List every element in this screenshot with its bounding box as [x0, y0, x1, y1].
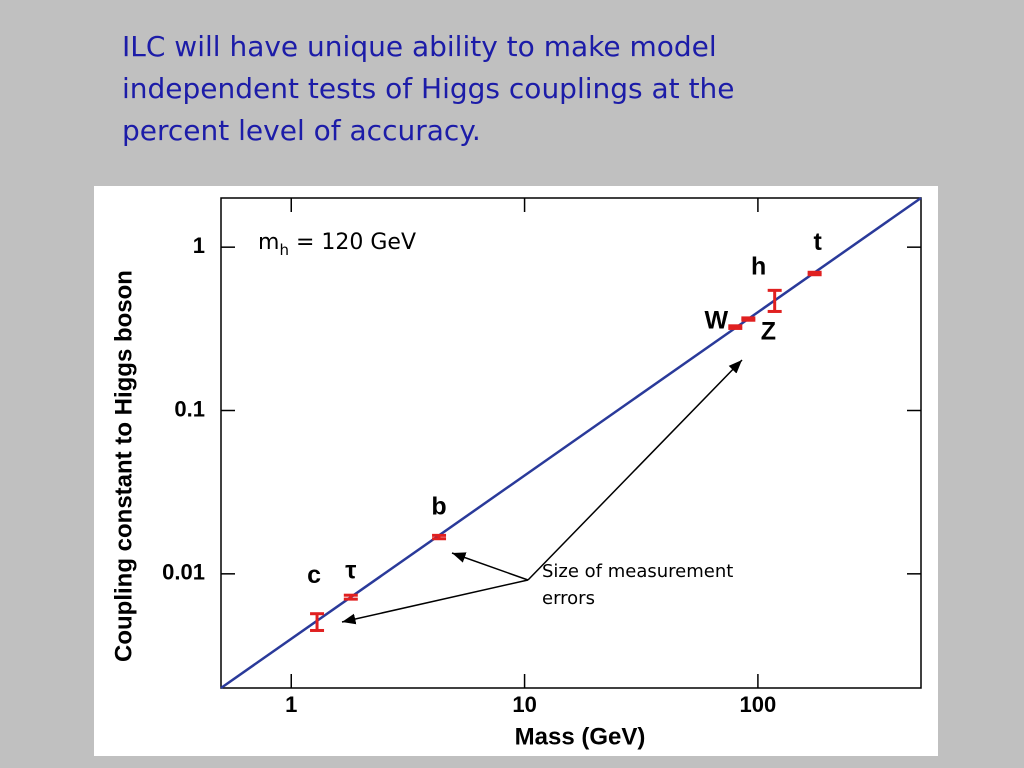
annotation-rest: = 120 GeV [289, 230, 416, 255]
error-bar [728, 324, 743, 330]
fit-line [220, 196, 922, 690]
note-arrow [341, 579, 529, 625]
annotation-subscript: h [279, 241, 289, 259]
point-label: τ [345, 557, 356, 585]
x-tick-label: 1 [285, 692, 297, 717]
point-label: t [813, 228, 822, 256]
title-line: ILC will have unique ability to make mod… [122, 30, 717, 63]
slide-title: ILC will have unique ability to make mod… [122, 26, 982, 152]
y-tick-label: 0.01 [162, 560, 205, 585]
annotation-main: m [258, 230, 279, 255]
chart-panel [94, 186, 938, 756]
y-tick-label: 0.1 [174, 396, 205, 421]
x-tick-label: 100 [740, 692, 777, 717]
point-label: c [307, 561, 321, 589]
error-bar [432, 533, 447, 541]
point-label: W [704, 307, 728, 335]
y-tick-label: 1 [193, 233, 205, 258]
error-bar [807, 270, 822, 277]
note-line: errors [542, 588, 595, 609]
y-axis-label: Coupling constant to Higgs boson [110, 270, 137, 662]
note-arrow [451, 552, 529, 581]
title-line: independent tests of Higgs couplings at … [122, 72, 735, 105]
point-label: b [431, 493, 446, 521]
plot-frame [220, 197, 922, 689]
note-arrow [527, 359, 743, 581]
error-bar [343, 593, 358, 601]
note-line: Size of measurement [542, 561, 733, 582]
title-line: percent level of accuracy. [122, 114, 481, 147]
point-label: h [751, 253, 766, 281]
mass-annotation: mh = 120 GeV [258, 230, 416, 259]
x-axis-label: Mass (GeV) [515, 723, 646, 750]
error-bar [741, 316, 756, 322]
x-tick-label: 10 [512, 692, 536, 717]
point-label: Z [761, 318, 776, 346]
error-bar [310, 612, 325, 632]
error-bar [767, 288, 782, 313]
